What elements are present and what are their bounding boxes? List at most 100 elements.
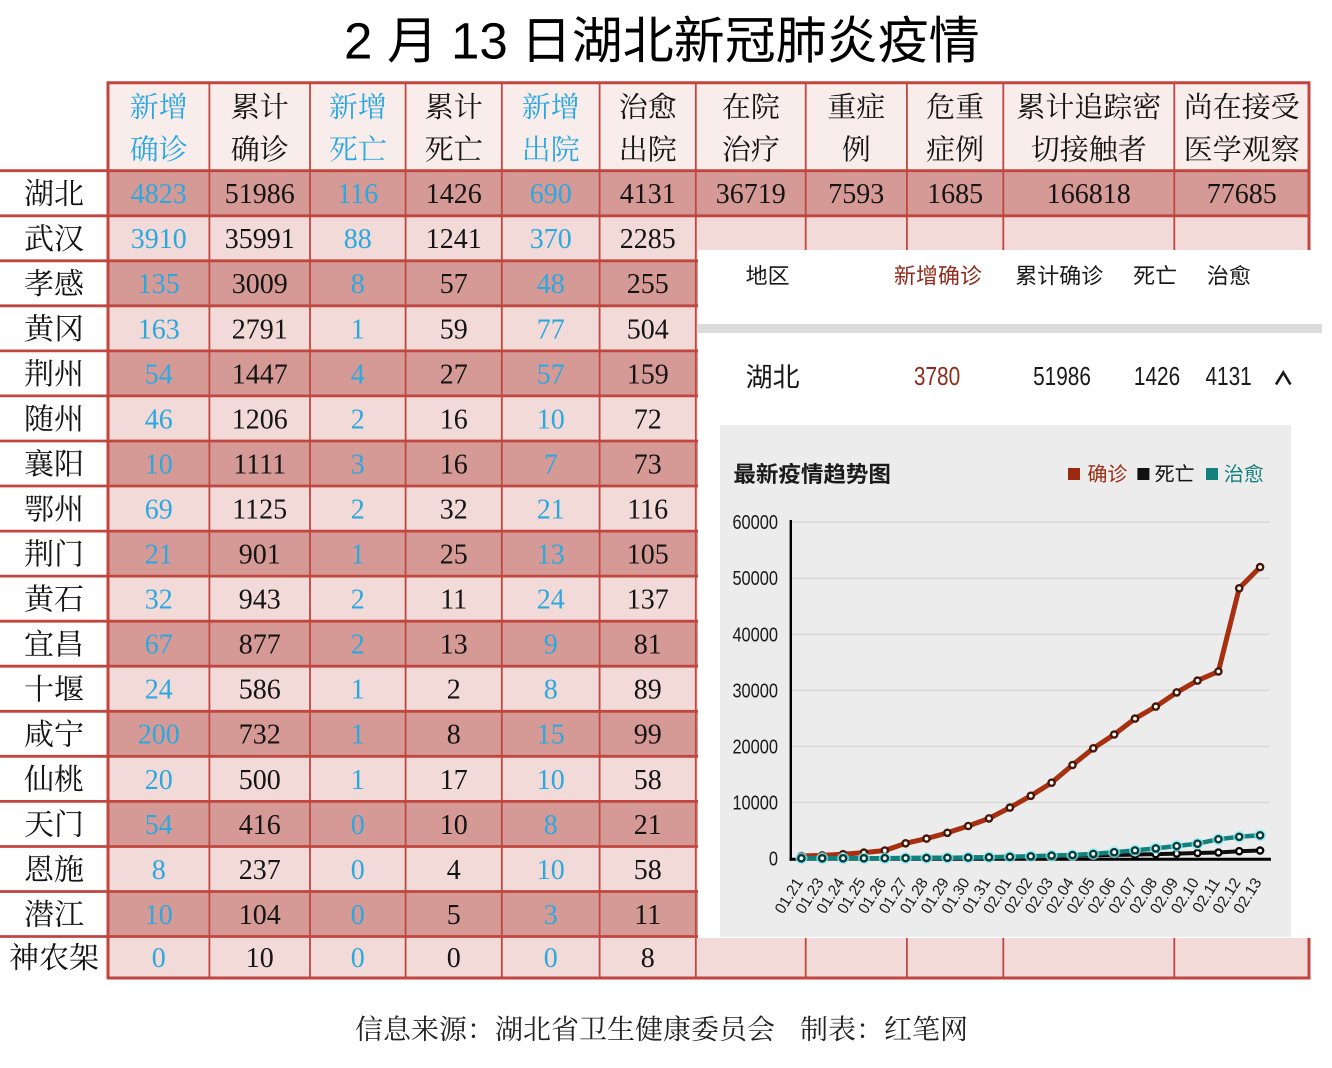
svg-text:51986: 51986 bbox=[225, 179, 295, 210]
svg-text:1426: 1426 bbox=[1134, 362, 1180, 391]
svg-text:1206: 1206 bbox=[232, 404, 288, 435]
svg-text:10: 10 bbox=[440, 810, 468, 841]
svg-text:24: 24 bbox=[537, 585, 565, 616]
svg-text:17: 17 bbox=[440, 765, 468, 796]
svg-text:11: 11 bbox=[440, 585, 467, 616]
svg-text:27: 27 bbox=[440, 359, 468, 390]
svg-text:504: 504 bbox=[627, 314, 669, 345]
svg-text:48: 48 bbox=[537, 269, 565, 300]
svg-text:57: 57 bbox=[537, 359, 565, 390]
svg-text:13: 13 bbox=[537, 540, 565, 571]
svg-text:77685: 77685 bbox=[1207, 179, 1277, 210]
svg-text:35991: 35991 bbox=[225, 224, 295, 255]
svg-text:690: 690 bbox=[530, 179, 572, 210]
svg-text:1: 1 bbox=[351, 765, 365, 796]
svg-text:5: 5 bbox=[447, 900, 461, 931]
svg-text:159: 159 bbox=[627, 359, 669, 390]
svg-text:30000: 30000 bbox=[732, 679, 778, 702]
svg-text:2: 2 bbox=[447, 675, 461, 706]
svg-text:58: 58 bbox=[634, 765, 662, 796]
svg-text:72: 72 bbox=[634, 404, 662, 435]
svg-text:58: 58 bbox=[634, 855, 662, 886]
svg-text:10000: 10000 bbox=[732, 791, 778, 814]
svg-text:0: 0 bbox=[351, 855, 365, 886]
svg-text:3: 3 bbox=[544, 900, 558, 931]
svg-text:13: 13 bbox=[451, 13, 508, 70]
svg-text:1426: 1426 bbox=[426, 179, 482, 210]
svg-text:3910: 3910 bbox=[131, 224, 187, 255]
svg-text:67: 67 bbox=[145, 630, 173, 661]
svg-text:500: 500 bbox=[239, 765, 281, 796]
svg-text:1: 1 bbox=[351, 675, 365, 706]
svg-text:10: 10 bbox=[537, 855, 565, 886]
svg-text:2285: 2285 bbox=[620, 224, 676, 255]
svg-text:0: 0 bbox=[152, 943, 166, 974]
svg-text:8: 8 bbox=[351, 269, 365, 300]
svg-text:8: 8 bbox=[641, 943, 655, 974]
svg-text:0: 0 bbox=[351, 900, 365, 931]
svg-text:40000: 40000 bbox=[732, 623, 778, 646]
svg-text:1: 1 bbox=[351, 540, 365, 571]
svg-text:25: 25 bbox=[440, 540, 468, 571]
svg-text:51986: 51986 bbox=[1033, 362, 1091, 391]
svg-text:10: 10 bbox=[145, 449, 173, 480]
svg-text:20: 20 bbox=[145, 765, 173, 796]
svg-text:15: 15 bbox=[537, 720, 565, 751]
svg-text:0: 0 bbox=[351, 943, 365, 974]
svg-text:4131: 4131 bbox=[620, 179, 676, 210]
svg-text:105: 105 bbox=[627, 540, 669, 571]
svg-text:2791: 2791 bbox=[232, 314, 288, 345]
svg-text:732: 732 bbox=[239, 720, 281, 751]
svg-text:2: 2 bbox=[344, 13, 372, 70]
svg-text:370: 370 bbox=[530, 224, 572, 255]
svg-text:16: 16 bbox=[440, 404, 468, 435]
svg-text:99: 99 bbox=[634, 720, 662, 751]
svg-text:10: 10 bbox=[246, 943, 274, 974]
svg-text:8: 8 bbox=[544, 810, 558, 841]
svg-text:89: 89 bbox=[634, 675, 662, 706]
svg-text:13: 13 bbox=[440, 630, 468, 661]
svg-text:21: 21 bbox=[537, 495, 565, 526]
svg-text:54: 54 bbox=[145, 359, 173, 390]
svg-text:3: 3 bbox=[351, 449, 365, 480]
svg-text:166818: 166818 bbox=[1047, 179, 1131, 210]
svg-text:116: 116 bbox=[337, 179, 378, 210]
svg-text:0: 0 bbox=[769, 847, 778, 870]
svg-text:4131: 4131 bbox=[1205, 362, 1251, 391]
svg-text:1241: 1241 bbox=[426, 224, 482, 255]
svg-text:4: 4 bbox=[447, 855, 461, 886]
svg-text:237: 237 bbox=[239, 855, 281, 886]
svg-text:416: 416 bbox=[239, 810, 281, 841]
svg-text:0: 0 bbox=[447, 943, 461, 974]
svg-text:8: 8 bbox=[447, 720, 461, 751]
svg-text:77: 77 bbox=[537, 314, 565, 345]
svg-text:24: 24 bbox=[145, 675, 173, 706]
svg-text:50000: 50000 bbox=[732, 567, 778, 590]
svg-text:901: 901 bbox=[239, 540, 281, 571]
svg-text:8: 8 bbox=[544, 675, 558, 706]
svg-text:73: 73 bbox=[634, 449, 662, 480]
svg-text:8: 8 bbox=[152, 855, 166, 886]
svg-text:2: 2 bbox=[351, 585, 365, 616]
svg-text:137: 137 bbox=[627, 585, 669, 616]
svg-text:32: 32 bbox=[440, 495, 468, 526]
svg-text:3780: 3780 bbox=[914, 362, 960, 391]
svg-text:4: 4 bbox=[351, 359, 365, 390]
svg-text:1: 1 bbox=[351, 720, 365, 751]
svg-text:1125: 1125 bbox=[232, 495, 287, 526]
svg-text:54: 54 bbox=[145, 810, 173, 841]
svg-text:4823: 4823 bbox=[131, 179, 187, 210]
svg-text:586: 586 bbox=[239, 675, 281, 706]
svg-text:877: 877 bbox=[239, 630, 281, 661]
svg-text:46: 46 bbox=[145, 404, 173, 435]
svg-text:0: 0 bbox=[351, 810, 365, 841]
svg-text:7593: 7593 bbox=[828, 179, 884, 210]
svg-text:200: 200 bbox=[138, 720, 180, 751]
svg-text:1447: 1447 bbox=[232, 359, 288, 390]
svg-text:88: 88 bbox=[344, 224, 372, 255]
svg-text:11: 11 bbox=[634, 900, 661, 931]
svg-text:60000: 60000 bbox=[732, 511, 778, 534]
svg-text:9: 9 bbox=[544, 630, 558, 661]
svg-text:21: 21 bbox=[145, 540, 173, 571]
svg-text:59: 59 bbox=[440, 314, 468, 345]
